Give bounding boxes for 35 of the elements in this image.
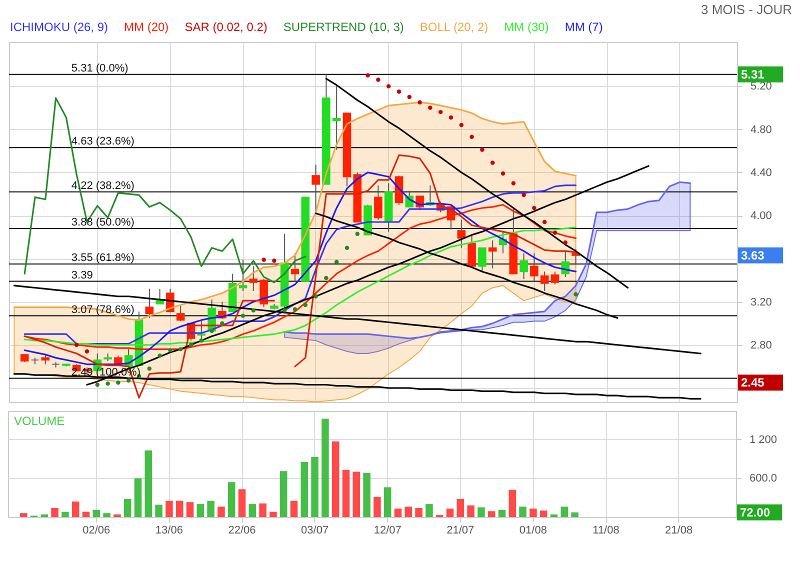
x-tick-label: 01/08 [519, 524, 547, 536]
x-tick-label: 03/07 [301, 524, 329, 536]
y-tick-label: 4.00 [750, 210, 772, 222]
ref-line-label: 3.55 (61.8%) [71, 252, 134, 264]
ref-line-label: 3.88 (50.0%) [71, 216, 134, 228]
text: 3.63 [741, 248, 765, 262]
text: SUPERTREND (10, 3) [283, 20, 404, 36]
y-tick-label: 4.40 [750, 166, 772, 179]
x-tick-label: 12/07 [374, 524, 402, 536]
text: ICHIMOKU (26, 9) [10, 20, 108, 36]
x-tick-label: 11/08 [592, 524, 620, 536]
x-tick-label: 21/08 [665, 524, 693, 536]
x-tick-label: 21/07 [446, 524, 474, 536]
x-tick-label: 13/06 [155, 524, 183, 536]
y-tick-label: 600.0 [750, 472, 778, 485]
x-tick-label: 22/06 [228, 524, 256, 536]
ref-line-label: 3.39 [71, 269, 93, 282]
chart-subtitle: 3 MOIS - JOUR [700, 2, 792, 18]
ref-line-label: 5.31 (0.0%) [71, 62, 128, 74]
x-tick-label: 02/06 [82, 524, 110, 536]
text: MM (20) [124, 20, 169, 36]
y-tick-label: 2.80 [750, 339, 772, 352]
text: MM (7) [564, 20, 603, 36]
text: 5.31 [741, 67, 765, 82]
text: BOLL (20, 2) [420, 20, 488, 36]
text: SAR (0.02, 0.2) [184, 20, 268, 36]
y-tick-label: 5.20 [750, 80, 772, 93]
text: MM (30) [504, 20, 549, 36]
y-tick-label: 3.20 [750, 296, 772, 308]
y-tick-label: 4.80 [750, 124, 772, 136]
text: 2.45 [741, 376, 765, 390]
ref-line-label: 4.63 (23.6%) [71, 136, 134, 148]
y-tick-label: 1 200 [750, 434, 778, 446]
chart-title: VOLUME [14, 414, 65, 428]
text: 72.00 [740, 505, 770, 520]
